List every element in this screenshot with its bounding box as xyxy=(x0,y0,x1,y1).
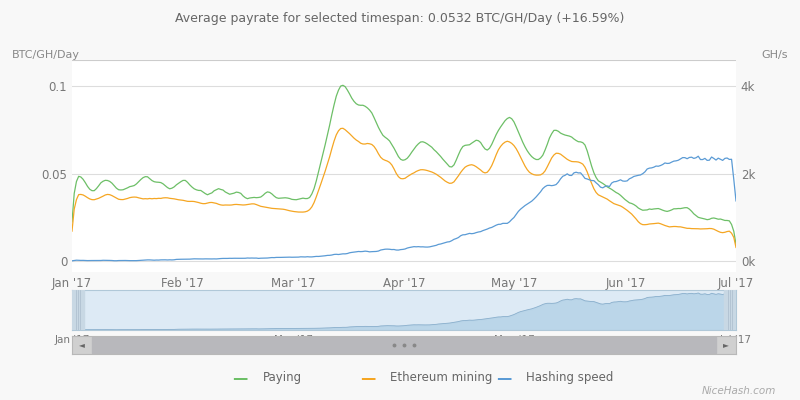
Text: Paying: Paying xyxy=(262,372,302,384)
Text: —: — xyxy=(496,370,512,386)
Text: Hashing speed: Hashing speed xyxy=(526,372,614,384)
Text: ►: ► xyxy=(723,340,729,350)
Text: BTC/GH/Day: BTC/GH/Day xyxy=(12,50,80,60)
Bar xyxy=(72,290,84,330)
Bar xyxy=(724,290,736,330)
Text: Ethereum mining: Ethereum mining xyxy=(390,372,493,384)
Text: ◄: ◄ xyxy=(79,340,85,350)
Text: Average payrate for selected timespan: 0.0532 BTC/GH/Day (+16.59%): Average payrate for selected timespan: 0… xyxy=(175,12,625,25)
Text: NiceHash.com: NiceHash.com xyxy=(702,386,776,396)
Text: —: — xyxy=(360,370,376,386)
Text: GH/s: GH/s xyxy=(762,50,788,60)
Text: —: — xyxy=(232,370,248,386)
